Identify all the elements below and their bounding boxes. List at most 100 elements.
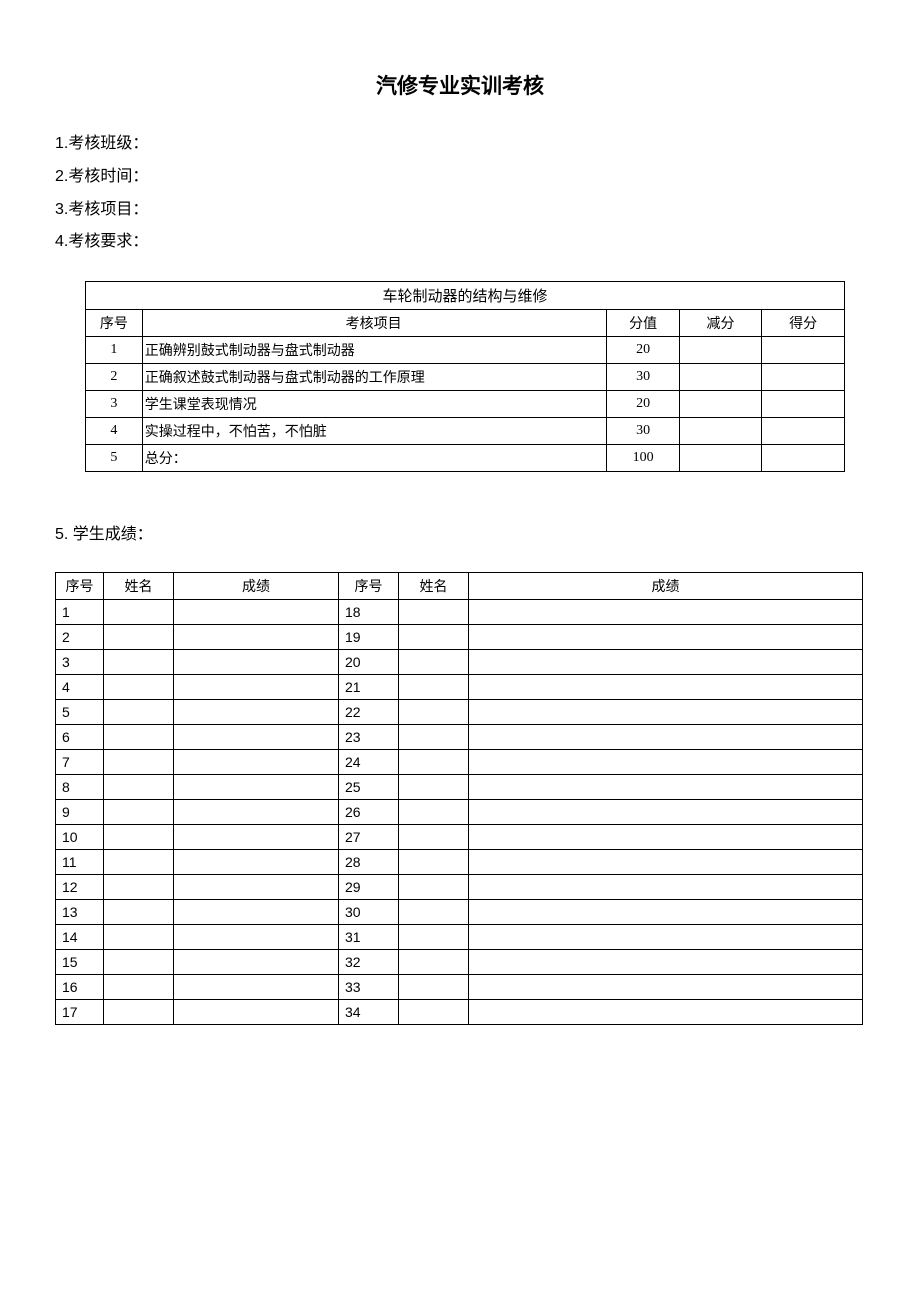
assess-head-get: 得分 [762,310,845,337]
grades-cell-seq: 29 [339,875,399,900]
grades-cell-seq: 4 [56,675,104,700]
grades-cell-name [104,825,174,850]
grades-cell-score [174,750,339,775]
grades-head-score-left: 成绩 [174,573,339,600]
grades-cell-score [174,925,339,950]
assess-cell-score: 30 [607,418,679,445]
meta-class: 1.考核班级： [55,128,865,161]
grades-cell-score [469,900,863,925]
grades-cell-seq: 27 [339,825,399,850]
grades-cell-name [399,800,469,825]
grades-cell-name [104,650,174,675]
assess-cell-get [762,445,845,472]
grades-cell-score [174,700,339,725]
grades-cell-name [104,725,174,750]
grades-cell-score [469,1000,863,1025]
grades-cell-name [399,775,469,800]
assess-head-seq: 序号 [86,310,143,337]
grades-row: 522 [56,700,863,725]
grades-cell-seq: 23 [339,725,399,750]
grades-cell-seq: 6 [56,725,104,750]
grades-cell-name [399,700,469,725]
assess-cell-get [762,337,845,364]
grades-cell-score [469,750,863,775]
grades-cell-score [469,700,863,725]
grades-cell-name [399,875,469,900]
grades-cell-score [174,950,339,975]
grades-cell-seq: 30 [339,900,399,925]
grades-cell-score [174,875,339,900]
grades-cell-seq: 18 [339,600,399,625]
grades-cell-name [399,975,469,1000]
assess-cell-seq: 3 [86,391,143,418]
grades-head-seq-right: 序号 [339,573,399,600]
grades-cell-score [469,925,863,950]
grades-row: 1128 [56,850,863,875]
grades-cell-seq: 8 [56,775,104,800]
grades-head-name-right: 姓名 [399,573,469,600]
grades-cell-seq: 33 [339,975,399,1000]
grades-cell-score [174,900,339,925]
grades-head-name-left: 姓名 [104,573,174,600]
grades-cell-name [399,750,469,775]
grades-cell-score [174,625,339,650]
assess-cell-seq: 4 [86,418,143,445]
assess-caption: 车轮制动器的结构与维修 [86,282,845,310]
assess-header-row: 序号 考核项目 分值 减分 得分 [86,310,845,337]
meta-requirement: 4.考核要求： [55,226,865,259]
grades-cell-seq: 34 [339,1000,399,1025]
grades-cell-name [399,1000,469,1025]
grades-cell-seq: 24 [339,750,399,775]
grades-cell-seq: 5 [56,700,104,725]
assess-cell-score: 20 [607,337,679,364]
meta-time: 2.考核时间： [55,161,865,194]
grades-cell-seq: 7 [56,750,104,775]
assess-row: 2 正确叙述鼓式制动器与盘式制动器的工作原理 30 [86,364,845,391]
grades-cell-seq: 17 [56,1000,104,1025]
grades-cell-score [469,625,863,650]
grades-row: 219 [56,625,863,650]
grades-cell-score [469,600,863,625]
grades-cell-name [104,1000,174,1025]
assess-cell-seq: 2 [86,364,143,391]
grades-cell-seq: 32 [339,950,399,975]
assess-cell-score: 20 [607,391,679,418]
grades-cell-name [399,925,469,950]
grades-cell-seq: 14 [56,925,104,950]
assess-row: 4 实操过程中，不怕苦，不怕脏 30 [86,418,845,445]
grades-cell-score [469,975,863,1000]
grades-row: 1229 [56,875,863,900]
grades-cell-score [174,825,339,850]
grades-cell-seq: 25 [339,775,399,800]
grades-row: 14 31 [56,925,863,950]
grades-cell-seq: 31 [339,925,399,950]
assess-cell-get [762,364,845,391]
grades-row: 320 [56,650,863,675]
grades-cell-name [104,975,174,1000]
grades-row: 13 30 [56,900,863,925]
assess-caption-row: 车轮制动器的结构与维修 [86,282,845,310]
grades-cell-score [469,675,863,700]
grades-row: 7 24 [56,750,863,775]
grades-row: 8 25 [56,775,863,800]
grades-cell-seq: 3 [56,650,104,675]
grades-cell-name [104,775,174,800]
grades-table: 序号 姓名 成绩 序号 姓名 成绩 1182193204215226237248… [55,572,863,1025]
grades-body: 1182193204215226237248259261027112812291… [56,600,863,1025]
grades-cell-name [399,650,469,675]
assess-row: 3 学生课堂表现情况 20 [86,391,845,418]
grades-cell-name [104,700,174,725]
assess-cell-minus [679,445,762,472]
grades-cell-name [104,925,174,950]
grades-cell-score [174,600,339,625]
grades-row: 421 [56,675,863,700]
assessment-table: 车轮制动器的结构与维修 序号 考核项目 分值 减分 得分 1 正确辨别鼓式制动器… [85,281,845,472]
assess-cell-seq: 5 [86,445,143,472]
grades-cell-score [469,650,863,675]
grades-head-score-right: 成绩 [469,573,863,600]
grades-row: 1734 [56,1000,863,1025]
grades-cell-name [104,750,174,775]
assess-cell-item: 学生课堂表现情况 [142,391,607,418]
grades-cell-seq: 13 [56,900,104,925]
grades-cell-seq: 28 [339,850,399,875]
